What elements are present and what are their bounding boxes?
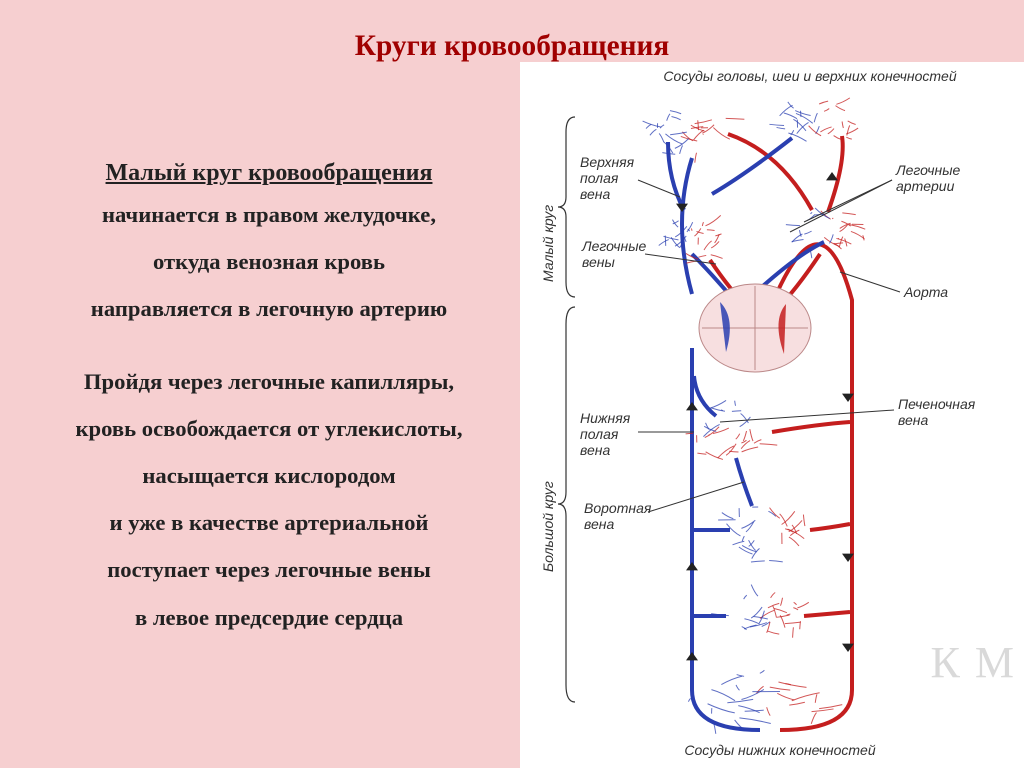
small-circle-label: Малый круг: [540, 205, 556, 282]
vessels: [668, 134, 852, 730]
para2-line1: Пройдя через легочные капилляры,: [46, 360, 492, 403]
legs-vein-arc: [692, 690, 760, 730]
gut-artery: [810, 524, 850, 530]
body-paragraphs: начинается в правом желудочке, откуда ве…: [46, 193, 492, 639]
text-panel: Малый круг кровообращения начинается в п…: [0, 0, 520, 768]
head-artery-right: [828, 136, 843, 212]
para1-line3: направляется в легочную артерию: [46, 287, 492, 330]
flow-arrows: [676, 172, 854, 660]
para2-line6: в левое предсердие сердца: [46, 596, 492, 639]
para2-line3: насыщается кислородом: [46, 454, 492, 497]
label-portal-vein: Воротная вена: [584, 500, 651, 532]
subtitle: Малый круг кровообращения: [46, 160, 492, 187]
para2-line4: и уже в качестве артериальной: [46, 501, 492, 544]
label-aorta: Аорта: [904, 284, 948, 300]
label-superior-vena-cava: Верхняя полая вена: [580, 154, 634, 202]
bottom-caption: Сосуды нижних конечностей: [610, 742, 950, 758]
label-hepatic-vein: Печеночная вена: [898, 396, 975, 428]
diagram-panel: К М: [520, 62, 1024, 768]
label-pulmonary-arteries: Легочные артерии: [896, 162, 960, 194]
label-inferior-vena-cava: Нижняя полая вена: [580, 410, 630, 458]
kidney-artery: [804, 612, 850, 616]
liver-artery: [772, 422, 850, 432]
top-caption: Сосуды головы, шеи и верхних конечностей: [600, 68, 1020, 84]
big-circle-label: Большой круг: [540, 481, 556, 572]
bracket-small-circle: [558, 117, 575, 297]
head-artery-left: [728, 134, 812, 210]
para1-line2: откуда венозная кровь: [46, 240, 492, 283]
para2-line2: кровь освобождается от углекислоты,: [46, 407, 492, 450]
para1-line1: начинается в правом желудочке,: [46, 193, 492, 236]
heart: [699, 284, 811, 372]
label-pulmonary-veins: Легочные вены: [582, 238, 646, 270]
para2-line5: поступает через легочные вены: [46, 548, 492, 591]
bracket-big-circle: [558, 307, 575, 702]
